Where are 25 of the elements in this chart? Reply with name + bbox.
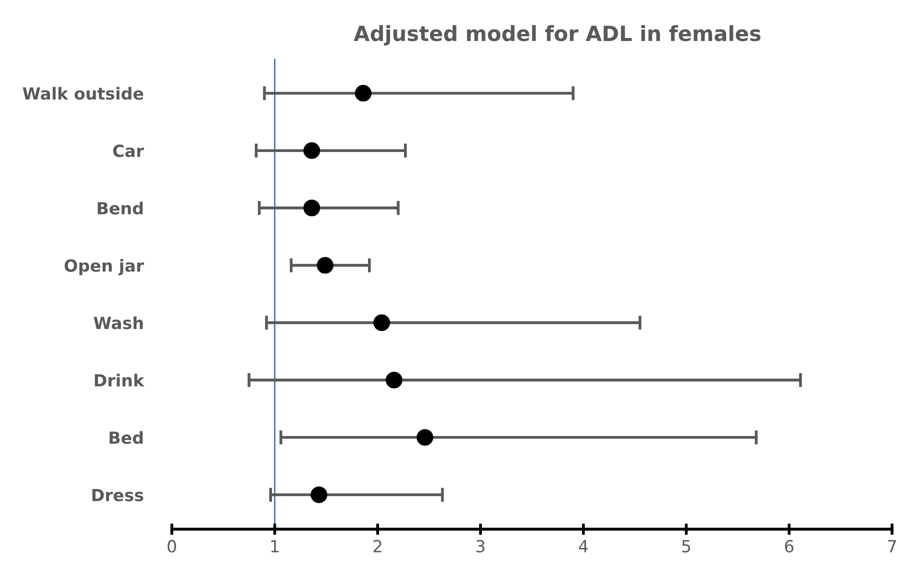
x-tick-label: 1 — [271, 540, 278, 552]
x-tick-label: 3 — [476, 540, 484, 553]
y-tick-label: Wash — [94, 316, 143, 330]
x-tick-label: 7 — [888, 540, 896, 552]
y-tick-label: Dress — [92, 488, 144, 502]
y-tick-label: Bend — [98, 202, 143, 215]
x-tick-label: 6 — [785, 540, 794, 553]
y-tick-label: Car — [113, 144, 144, 158]
point — [303, 142, 320, 159]
point — [316, 256, 334, 274]
point — [386, 372, 402, 388]
x-tick-label: 0 — [168, 540, 176, 553]
point — [416, 429, 434, 446]
chart-title: Adjusted model for ADL in females — [354, 25, 760, 46]
x-tick-label: 5 — [682, 540, 690, 553]
y-tick-label: Open jar — [64, 258, 144, 276]
y-tick-label: Drink — [94, 374, 144, 386]
y-tick-label: Bed — [110, 431, 143, 444]
x-tick-label: 2 — [374, 540, 382, 552]
point — [354, 84, 372, 102]
y-tick-label: Walk outside — [22, 86, 144, 100]
x-tick-label: 4 — [578, 540, 588, 552]
point — [373, 314, 390, 332]
point — [303, 200, 320, 216]
point — [310, 486, 328, 504]
